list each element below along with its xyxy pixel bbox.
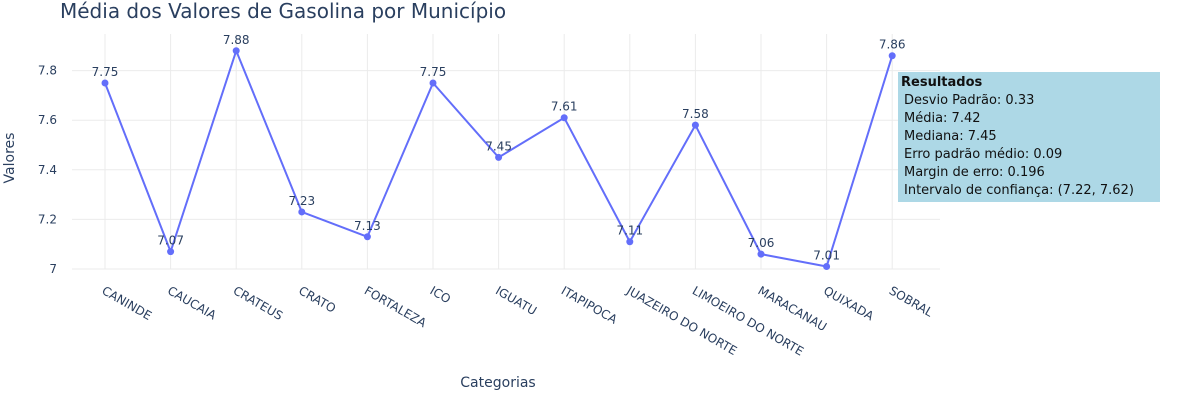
data-point[interactable] — [167, 248, 175, 256]
x-tick-label: SOBRAL — [887, 283, 936, 319]
stats-line-mean: Média: 7.42 — [904, 111, 981, 126]
data-label: 7.07 — [157, 234, 184, 248]
data-point[interactable] — [429, 79, 437, 87]
data-point[interactable] — [691, 121, 699, 129]
data-point[interactable] — [495, 153, 503, 161]
data-label: 7.75 — [420, 65, 447, 79]
x-tick-label: ICO — [428, 283, 454, 306]
data-label: 7.01 — [813, 249, 840, 263]
data-labels: 7.75 7.07 7.88 7.23 7.13 7.75 7.45 7.61 7.11 7.58… — [92, 33, 906, 263]
results-stats-box: Resultados Desvio Padrão: 0.33 Média: 7.… — [898, 72, 1160, 202]
data-label: 7.61 — [551, 100, 578, 114]
data-label: 7.23 — [288, 194, 315, 208]
x-tick-label: CAUCAIA — [165, 283, 219, 322]
x-tick-label: CRATEUS — [231, 283, 285, 323]
chart-title: Média dos Valores de Gasolina por Municí… — [60, 0, 506, 23]
data-label: 7.86 — [879, 38, 906, 52]
x-tick-label: LIMOEIRO DO NORTE — [690, 283, 806, 358]
x-tick-label: IGUATU — [493, 283, 539, 318]
gridlines — [72, 34, 940, 270]
data-point[interactable] — [560, 114, 568, 122]
data-point[interactable] — [363, 233, 371, 241]
data-label: 7.75 — [92, 65, 119, 79]
x-tick-label: ITAPIPOCA — [559, 283, 621, 327]
data-label: 7.06 — [748, 236, 775, 250]
data-point[interactable] — [298, 208, 306, 216]
y-tick-label: 7.2 — [38, 212, 57, 226]
x-axis-title: Categorias — [460, 375, 535, 391]
stats-line-margin-error: Margin de erro: 0.196 — [904, 165, 1045, 180]
data-point[interactable] — [757, 250, 765, 258]
y-tick-label: 7 — [49, 262, 57, 276]
y-tick-label: 7.6 — [38, 113, 57, 127]
data-label: 7.45 — [485, 139, 512, 153]
x-tick-label: JUAZEIRO DO NORTE — [623, 283, 739, 358]
stats-line-std-dev: Desvio Padrão: 0.33 — [904, 93, 1035, 108]
data-label: 7.88 — [223, 33, 250, 47]
y-axis-ticks: 7 7.2 7.4 7.6 7.8 — [38, 64, 57, 276]
y-tick-label: 7.8 — [38, 64, 57, 78]
x-tick-label: CRATO — [296, 283, 338, 315]
y-axis-title: Valores — [2, 133, 18, 184]
data-point[interactable] — [101, 79, 109, 87]
stats-box-title: Resultados — [901, 75, 983, 90]
data-point[interactable] — [626, 238, 634, 246]
data-label: 7.13 — [354, 219, 381, 233]
data-label: 7.58 — [682, 107, 709, 121]
x-tick-label: CANINDE — [100, 283, 155, 323]
y-tick-label: 7.4 — [38, 163, 57, 177]
data-points[interactable] — [101, 47, 896, 271]
data-point[interactable] — [823, 263, 831, 271]
stats-line-confidence-interval: Intervalo de confiança: (7.22, 7.62) — [904, 183, 1134, 198]
stats-line-std-error: Erro padrão médio: 0.09 — [904, 147, 1063, 162]
stats-line-median: Mediana: 7.45 — [904, 129, 997, 144]
data-point[interactable] — [888, 52, 896, 60]
data-label: 7.11 — [616, 224, 643, 238]
x-tick-label: FORTALEZA — [362, 283, 430, 330]
x-tick-label: QUIXADA — [821, 283, 877, 323]
data-point[interactable] — [232, 47, 240, 55]
